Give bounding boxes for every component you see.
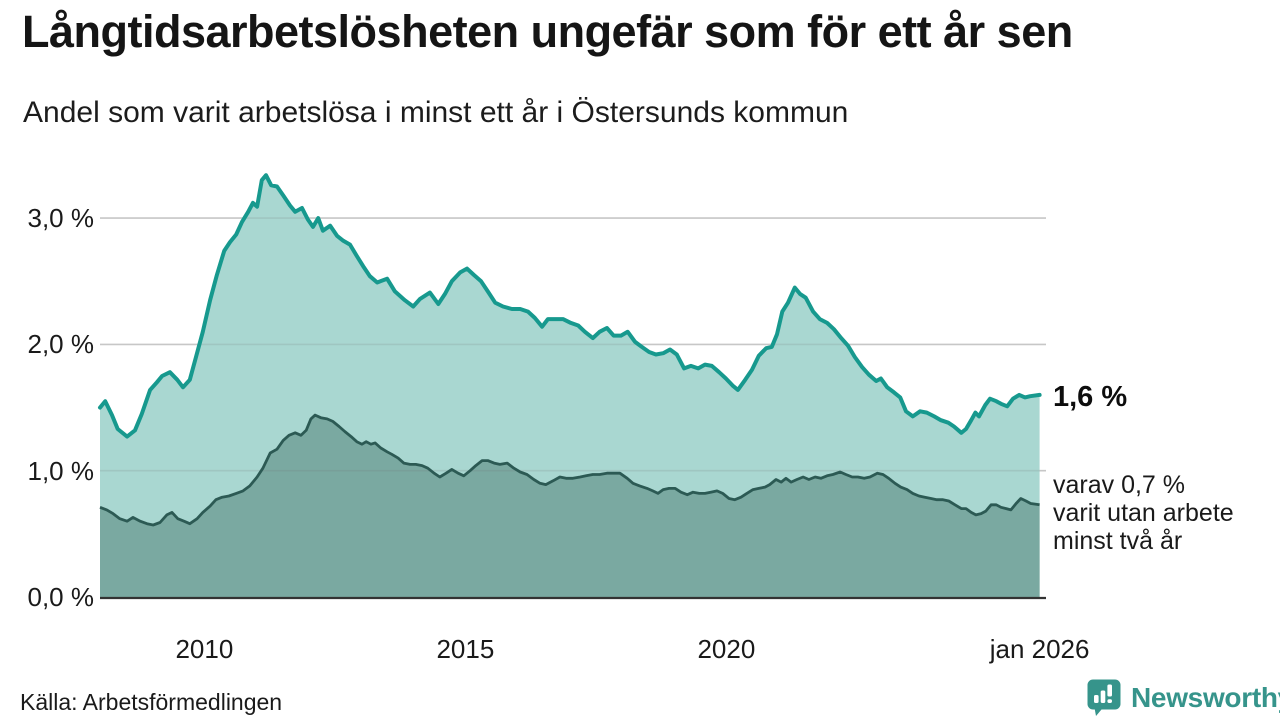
page-title: Långtidsarbetslösheten ungefär som för e… [22, 6, 1073, 57]
newsworthy-bubble-chart-icon [1086, 678, 1122, 717]
two-year-annotation-line1: varav 0,7 % [1053, 471, 1186, 499]
newsworthy-wordmark: Newsworthy [1131, 681, 1280, 713]
line-total-one-year [98, 173, 1042, 439]
two-year-annotation-line3: minst två år [1053, 527, 1183, 555]
x-tick-label: 2015 [436, 634, 495, 664]
two-year-annotation-line2: varit utan arbete [1053, 499, 1234, 527]
newsworthy-logo: Newsworthy [1086, 678, 1280, 717]
y-tick-label: 3,0 % [27, 203, 95, 234]
page-subtitle: Andel som varit arbetslösa i minst ett å… [23, 96, 849, 129]
area-two-year [100, 415, 1040, 597]
x-tick-label: 2010 [175, 634, 234, 664]
y-tick-label: 1,0 % [27, 455, 95, 486]
x-tick-label: 2020 [697, 634, 756, 664]
y-tick-label: 0,0 % [27, 582, 95, 612]
line-two-year [99, 413, 1040, 527]
x-tick-label: jan 2026 [989, 634, 1090, 664]
source-caption: Källa: Arbetsförmedlingen [20, 689, 283, 715]
two-year-annotation: varav 0,7 % varit utan arbete minst två … [1053, 471, 1234, 555]
latest-total-label: 1,6 % [1053, 381, 1128, 413]
y-tick-label: 2,0 % [27, 329, 95, 360]
